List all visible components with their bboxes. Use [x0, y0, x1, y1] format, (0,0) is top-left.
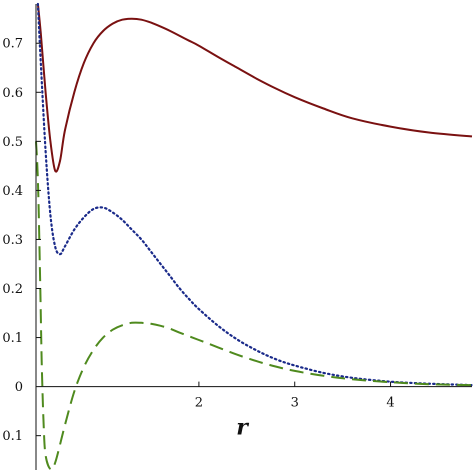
- y-tick-label: 0.1: [2, 429, 23, 444]
- y-tick-label: 0.5: [2, 135, 23, 150]
- y-tick-label: 0.6: [2, 86, 23, 101]
- y-tick-label: 0.2: [2, 282, 23, 297]
- axis-layer: [35, 4, 472, 470]
- y-tick-label: 0.1: [2, 331, 23, 346]
- y-tick-label: 0.3: [2, 233, 23, 248]
- series-line-dashed: [35, 141, 473, 471]
- x-tick-label: 3: [291, 396, 299, 411]
- tick-layer: 2 3 4 0.7 0.6 0.5 0.4 0.3 0.2 0.1 0 0.1: [2, 37, 394, 444]
- x-tick-label: 2: [195, 396, 203, 411]
- y-tick-label: 0: [15, 380, 23, 395]
- y-tick-label: 0.4: [2, 184, 23, 199]
- x-axis-label: r: [236, 415, 249, 441]
- series-layer: [35, 2, 474, 471]
- y-tick-label: 0.7: [2, 37, 23, 52]
- series-line-dotted: [36, 2, 474, 387]
- series-line-solid: [36, 3, 473, 173]
- x-tick-label: 4: [386, 396, 394, 411]
